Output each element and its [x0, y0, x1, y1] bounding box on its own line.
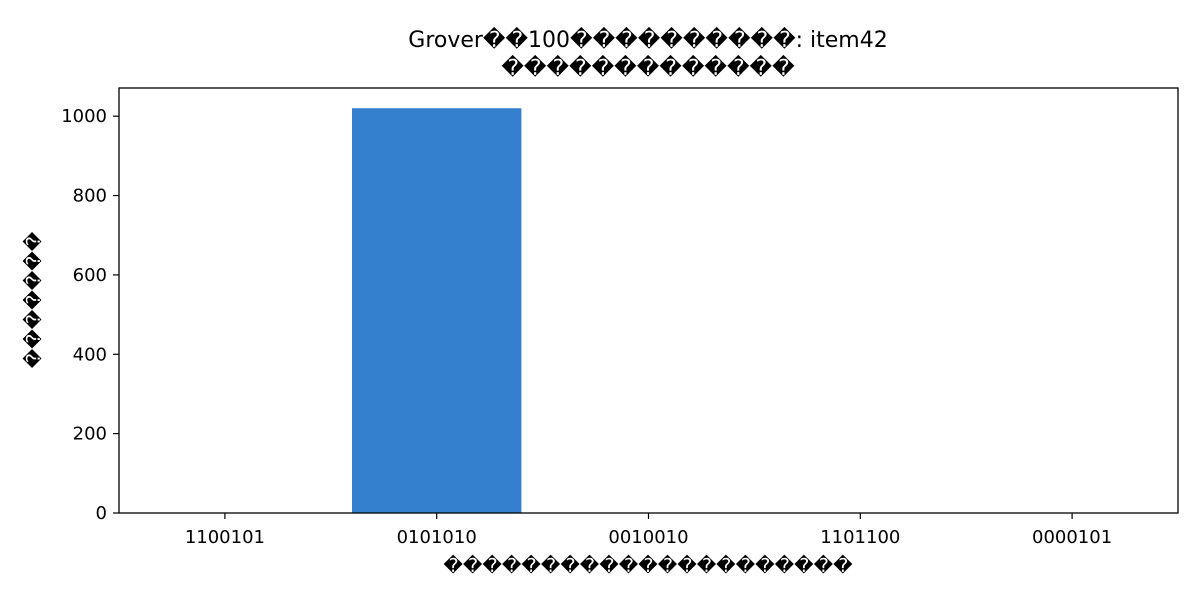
chart-subtitle: ������������� — [501, 54, 795, 81]
y-tick-label: 200 — [73, 424, 107, 445]
y-tick-label: 1000 — [61, 106, 107, 127]
y-tick-label: 0 — [96, 503, 107, 524]
y-tick-label: 800 — [73, 186, 107, 207]
x-tick-label: 0000101 — [1032, 527, 1112, 548]
x-axis-label: ��������������������� — [443, 554, 853, 577]
x-tick-label: 0010010 — [608, 527, 688, 548]
y-tick-label: 400 — [73, 344, 107, 365]
x-tick-label: 1101100 — [820, 527, 900, 548]
bar-0101010 — [352, 108, 521, 513]
y-axis-label: ������� — [22, 231, 45, 368]
x-tick-label: 0101010 — [397, 527, 477, 548]
chart-title: Grover��100����������: item42 — [408, 26, 887, 53]
x-tick-label: 1100101 — [185, 527, 265, 548]
y-tick-label: 600 — [73, 265, 107, 286]
